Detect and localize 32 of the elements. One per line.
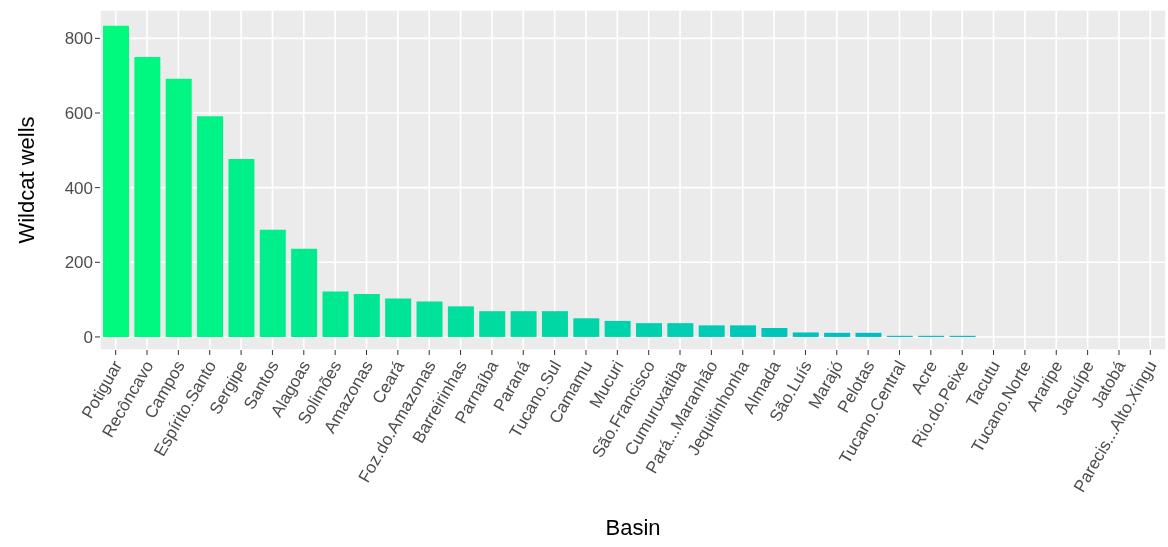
bar	[698, 325, 725, 337]
bar	[134, 57, 161, 337]
y-tick-label: 0	[83, 327, 93, 347]
bar	[604, 320, 631, 337]
bar	[259, 229, 286, 337]
bar	[447, 306, 474, 337]
y-axis-title: Wildcat wells	[13, 116, 39, 244]
y-tick-label: 400	[64, 178, 93, 198]
bar	[636, 323, 662, 337]
bar	[197, 116, 224, 337]
bar	[824, 332, 851, 337]
x-axis-title: Basin	[605, 515, 661, 540]
y-tick-label: 200	[64, 253, 93, 273]
bar	[322, 291, 349, 337]
bar	[103, 25, 129, 337]
bar	[855, 332, 882, 337]
bar	[353, 294, 380, 337]
bar	[667, 323, 694, 337]
bar	[479, 311, 506, 337]
bar	[291, 248, 318, 337]
bar	[573, 318, 600, 337]
bar	[761, 327, 788, 337]
bar	[385, 298, 412, 337]
bar	[165, 78, 192, 337]
bar	[510, 311, 537, 337]
bar	[228, 158, 255, 337]
bar	[416, 301, 443, 337]
bar	[730, 325, 757, 337]
bar	[541, 311, 568, 337]
y-tick-label: 600	[64, 104, 93, 124]
y-tick-label: 800	[64, 29, 93, 49]
bar	[792, 332, 819, 337]
